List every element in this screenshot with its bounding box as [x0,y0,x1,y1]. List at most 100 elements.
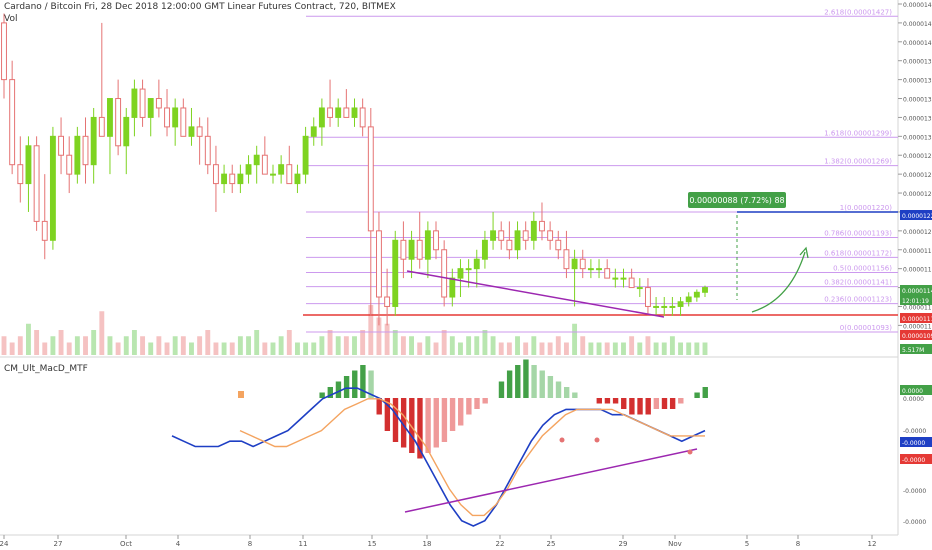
volume-bar [50,336,56,355]
candle-body [555,239,562,251]
price-tick-label: 0.00001440 [903,2,932,9]
time-tick-label: Nov [668,540,682,548]
price-axis-badge-text: 0.00001093 [902,333,932,340]
macd-histogram-bar [515,365,521,398]
volume-bar [74,336,80,355]
volume-bar [352,336,357,355]
candle-body [49,135,56,241]
macd-histogram-bar [384,398,391,431]
time-tick-label: 5 [745,540,749,548]
time-tick-label: 27 [54,540,63,548]
macd-tick-label: -0.0000 [903,488,926,495]
candle-body [164,107,170,128]
time-tick-label: 18 [423,540,432,548]
candle-body [539,220,545,232]
fib-level-label: 0.5(0.00001156) [833,264,892,272]
candle-body [506,239,513,251]
macd-histogram-bar [482,398,488,404]
volume-bar [17,336,23,355]
volume-bar [270,342,276,355]
time-tick-label: Oct [120,540,132,548]
volume-bar [563,342,569,355]
candle-body [131,88,138,118]
volume-bar [1,336,7,355]
candle-body [636,287,643,290]
macd-histogram-bar [678,398,684,404]
macd-histogram-bar [702,387,708,398]
candle-body [685,296,692,303]
candle-body [327,107,333,118]
volume-bar [246,336,251,355]
macd-histogram-bar [604,398,611,404]
candle-body [253,154,260,166]
volume-bar [254,330,260,355]
volume-label: Vol [4,14,18,24]
volume-bar [392,330,398,355]
price-tick-label: 0.00001100 [903,323,932,330]
price-axis-badge [900,330,932,340]
chart-title: Cardano / Bitcoin Fri, 28 Dec 2018 12:00… [4,2,396,12]
volume-bar [368,305,374,355]
volume-bar [678,342,683,355]
volume-bar [294,342,300,355]
candle-body [188,126,195,137]
time-tick-label: 24 [0,540,9,548]
candle-body [408,239,415,260]
candle-body [147,98,154,118]
price-tick-label: 0.00001280 [903,153,932,160]
candle-body [612,277,619,280]
volume-bar [661,342,667,355]
candle-body [669,305,676,308]
macd-histogram-bar [621,398,627,409]
price-tick-label: 0.00001380 [903,59,932,66]
candle-body [376,230,382,298]
macd-histogram-bar [498,381,505,398]
price-tick-label: 0.00001300 [903,134,932,141]
candle-body [9,79,16,166]
fib-level-label: 0.786(0.00001193) [824,229,892,237]
time-tick-label: 4 [176,540,181,548]
candle-body [416,239,423,260]
volume-bar [449,336,455,355]
macd-tick-label: 0.0000 [903,396,924,403]
volume-bar [123,336,129,355]
volume-bar [83,336,88,355]
candle-body [441,249,448,298]
volume-bar [319,336,325,355]
volume-bar [417,342,423,355]
volume-bar [572,323,578,355]
signal-line [239,398,705,517]
volume-bar [376,317,382,355]
time-tick-label: 11 [299,540,308,548]
candle-body [310,126,317,137]
volume-bar [360,330,366,355]
candle-body [367,126,374,232]
candle-body [107,98,113,137]
time-tick-label: 22 [496,540,505,548]
fib-level-label: 0.618(0.00001172) [824,249,892,257]
macd-histogram-bar [539,370,545,398]
volume-bar [482,330,488,355]
price-tick-label: 0.00001240 [903,191,932,198]
volume-bar [91,330,97,355]
volume-bar [515,336,520,355]
macd-histogram-bar [368,370,374,398]
macd-axis-badge [900,437,932,447]
candle-body [294,173,301,185]
volume-bar [221,342,227,355]
macd-histogram-bar [327,387,333,398]
candle-body [351,107,358,118]
volume-bar [9,342,15,355]
macd-histogram-bar [694,392,700,398]
candle-body [302,135,309,175]
volume-bar [425,336,431,355]
volume-bar [42,342,48,355]
candle-body [17,164,24,185]
macd-histogram-bar [392,398,399,442]
candle-body [522,230,529,241]
macd-histogram-bar [466,398,472,415]
candle-body [115,98,122,147]
macd-axis-badge-text: -0.0000 [902,440,925,447]
